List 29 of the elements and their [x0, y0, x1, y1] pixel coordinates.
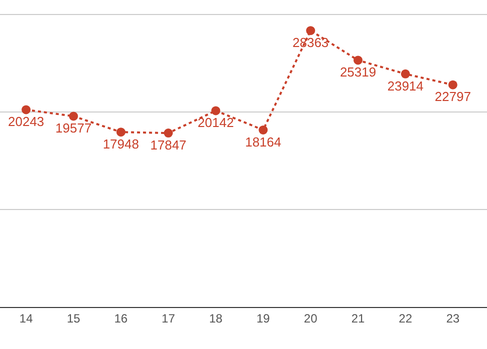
x-tick-label: 18 [209, 311, 223, 326]
point [22, 105, 31, 114]
data-label: 25319 [340, 64, 376, 80]
point [116, 128, 126, 137]
point [400, 69, 410, 78]
point [448, 80, 458, 90]
x-tick-label: 23 [446, 311, 460, 326]
data-label: 17847 [150, 137, 186, 152]
data-label: 18164 [245, 134, 282, 150]
point [354, 56, 363, 65]
x-tick-label: 21 [351, 311, 366, 326]
x-tick-label: 19 [256, 311, 270, 326]
point [306, 26, 316, 36]
point [211, 106, 220, 116]
x-tick-label: 20 [304, 311, 318, 326]
data-label: 22797 [434, 89, 471, 104]
x-tick-label: 22 [398, 311, 412, 326]
data-label: 23914 [387, 78, 424, 94]
data-label: 20142 [198, 115, 234, 130]
point [164, 128, 173, 138]
data-label: 20243 [8, 114, 44, 130]
data-label: 19577 [55, 120, 92, 136]
x-tick-label: 15 [66, 311, 80, 326]
x-tick-label: 17 [162, 311, 176, 326]
x-tick-label: 14 [19, 311, 34, 326]
data-label: 17948 [102, 136, 139, 152]
point [258, 125, 268, 134]
x-tick-label: 16 [114, 311, 128, 326]
point [69, 112, 78, 121]
